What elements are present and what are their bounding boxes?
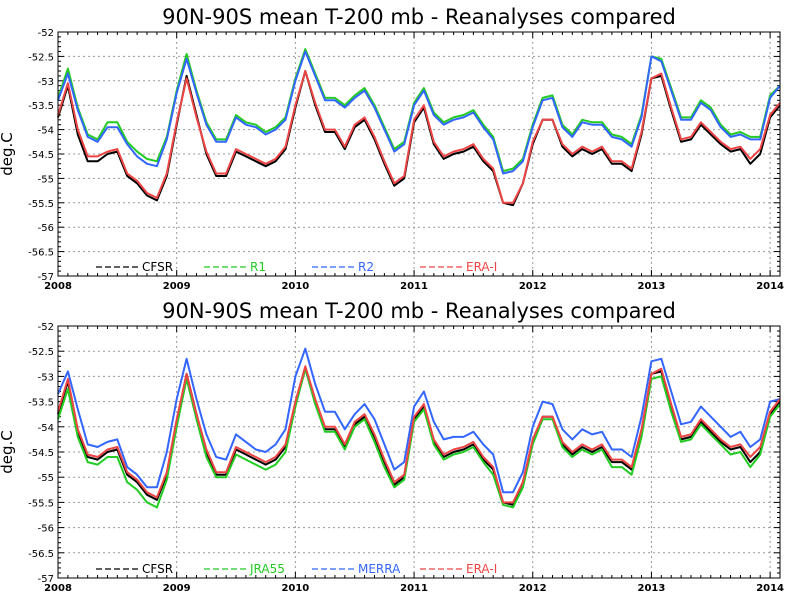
x-tick-label: 2014 (756, 281, 784, 292)
x-tick-label: 2008 (44, 583, 72, 594)
y-tick-label: -53.5 (28, 398, 54, 409)
chart-title: 90N-90S mean T-200 mb - Reanalyses compa… (162, 299, 676, 323)
x-tick-label: 2009 (163, 583, 191, 594)
legend-label: MERRA (358, 562, 401, 576)
y-tick-label: -53 (38, 372, 54, 383)
legend-label: ERA-I (466, 562, 497, 576)
y-tick-label: -57 (38, 574, 54, 585)
y-tick-label: -54 (38, 126, 54, 137)
y-tick-label: -54.5 (28, 150, 54, 161)
y-tick-label: -57 (38, 272, 54, 283)
y-tick-label: -52.5 (28, 52, 54, 63)
series-line-cfsr (57, 367, 781, 506)
x-tick-label: 2011 (400, 583, 428, 594)
x-tick-label: 2010 (281, 281, 309, 292)
y-tick-label: -55 (38, 473, 54, 484)
x-tick-label: 2011 (400, 281, 428, 292)
x-tick-label: 2009 (163, 281, 191, 292)
plot-frame (57, 31, 781, 277)
y-tick-label: -55 (38, 174, 54, 185)
x-tick-label: 2010 (281, 583, 309, 594)
y-tick-label: -55.5 (28, 498, 54, 509)
legend-label: CFSR (142, 562, 173, 576)
x-tick-label: 2012 (519, 281, 547, 292)
y-axis-label: deg.C (0, 132, 16, 176)
x-tick-label: 2013 (638, 281, 666, 292)
plot-frame (57, 325, 781, 579)
y-tick-label: -52 (38, 28, 54, 39)
series-line-merra (57, 347, 781, 494)
series-line-jra55 (57, 367, 781, 509)
y-tick-label: -53 (38, 77, 54, 88)
x-tick-label: 2008 (44, 281, 72, 292)
series-line-r2 (57, 50, 781, 175)
legend-label: CFSR (142, 260, 173, 274)
y-axis-label: deg.C (0, 430, 16, 474)
y-tick-label: -56 (38, 524, 54, 535)
legend-label: ERA-I (466, 260, 497, 274)
y-tick-label: -53.5 (28, 101, 54, 112)
series-line-era-i (57, 70, 781, 204)
x-tick-label: 2012 (519, 583, 547, 594)
legend-label: JRA55 (249, 562, 285, 576)
x-tick-label: 2013 (638, 583, 666, 594)
y-tick-label: -56.5 (28, 248, 54, 259)
legend-label: R2 (358, 260, 374, 274)
chart-title: 90N-90S mean T-200 mb - Reanalyses compa… (162, 5, 676, 29)
y-tick-label: -56.5 (28, 549, 54, 560)
chart-panel-bottom: 90N-90S mean T-200 mb - Reanalyses compa… (0, 299, 784, 594)
y-tick-label: -52 (38, 322, 54, 333)
y-tick-label: -55.5 (28, 199, 54, 210)
series-line-era-i (57, 365, 781, 504)
x-tick-label: 2014 (756, 583, 784, 594)
chart-panel-top: 90N-90S mean T-200 mb - Reanalyses compa… (0, 5, 784, 292)
y-tick-label: -52.5 (28, 347, 54, 358)
y-tick-label: -54 (38, 423, 54, 434)
y-tick-label: -56 (38, 223, 54, 234)
legend-label: R1 (250, 260, 266, 274)
y-tick-label: -54.5 (28, 448, 54, 459)
